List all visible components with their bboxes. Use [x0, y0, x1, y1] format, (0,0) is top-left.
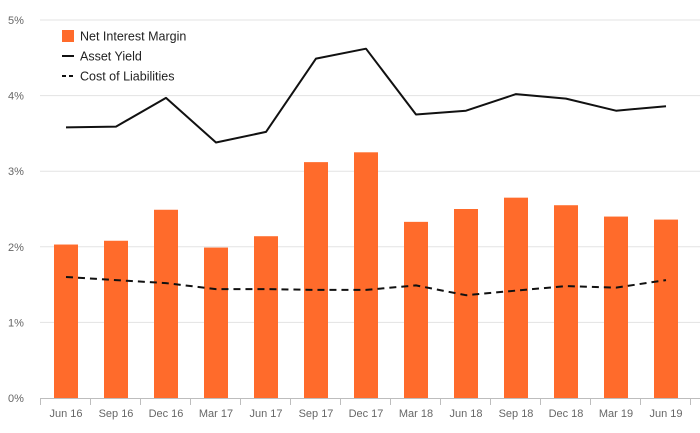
cost-of-liabilities-line — [65, 276, 667, 297]
bar — [404, 221, 428, 398]
bar — [104, 240, 128, 398]
legend-label: Asset Yield — [80, 50, 142, 64]
legend-label: Net Interest Margin — [80, 30, 186, 44]
asset-yield-line — [65, 47, 667, 144]
x-tick-label: Jun 18 — [449, 408, 482, 420]
legend-label: Cost of Liabilities — [80, 70, 175, 84]
x-tick-label: Dec 17 — [349, 408, 384, 420]
bar-series-net-interest-margin — [54, 152, 678, 398]
y-tick-label: 2% — [8, 242, 24, 254]
x-tick-label: Sep 16 — [99, 408, 134, 420]
y-axis: 0% 1% 2% 3% 4% 5% — [8, 15, 24, 405]
line-series — [65, 47, 667, 297]
y-tick-label: 3% — [8, 166, 24, 178]
bar — [504, 197, 528, 398]
bar — [354, 152, 378, 398]
x-tick-label: Jun 19 — [649, 408, 682, 420]
bar — [254, 236, 278, 398]
y-tick-label: 0% — [8, 393, 24, 405]
x-tick-label: Jun 16 — [49, 408, 82, 420]
x-tick-label: Mar 19 — [599, 408, 633, 420]
x-tick-label: Mar 17 — [199, 408, 233, 420]
x-tick-label: Dec 18 — [549, 408, 584, 420]
bar — [654, 219, 678, 398]
x-tick-label: Sep 18 — [499, 408, 534, 420]
x-axis: Jun 16 Sep 16 Dec 16 Mar 17 Jun 17 Sep 17 Dec … — [40, 398, 700, 420]
bar — [554, 205, 578, 398]
bar — [154, 209, 178, 398]
y-tick-label: 5% — [8, 15, 24, 27]
bar — [454, 209, 478, 398]
bar — [604, 216, 628, 398]
x-tick-label: Sep 17 — [299, 408, 334, 420]
bar — [54, 244, 78, 398]
y-tick-label: 1% — [8, 317, 24, 329]
bar — [204, 247, 228, 398]
x-tick-label: Mar 18 — [399, 408, 433, 420]
y-tick-label: 4% — [8, 91, 24, 103]
x-tick-label: Dec 16 — [149, 408, 184, 420]
legend-swatch-net-interest-margin — [62, 30, 74, 42]
x-tick-label: Jun 17 — [249, 408, 282, 420]
legend: Net Interest Margin Asset Yield Cost of Li… — [62, 30, 186, 84]
bar — [304, 162, 328, 398]
